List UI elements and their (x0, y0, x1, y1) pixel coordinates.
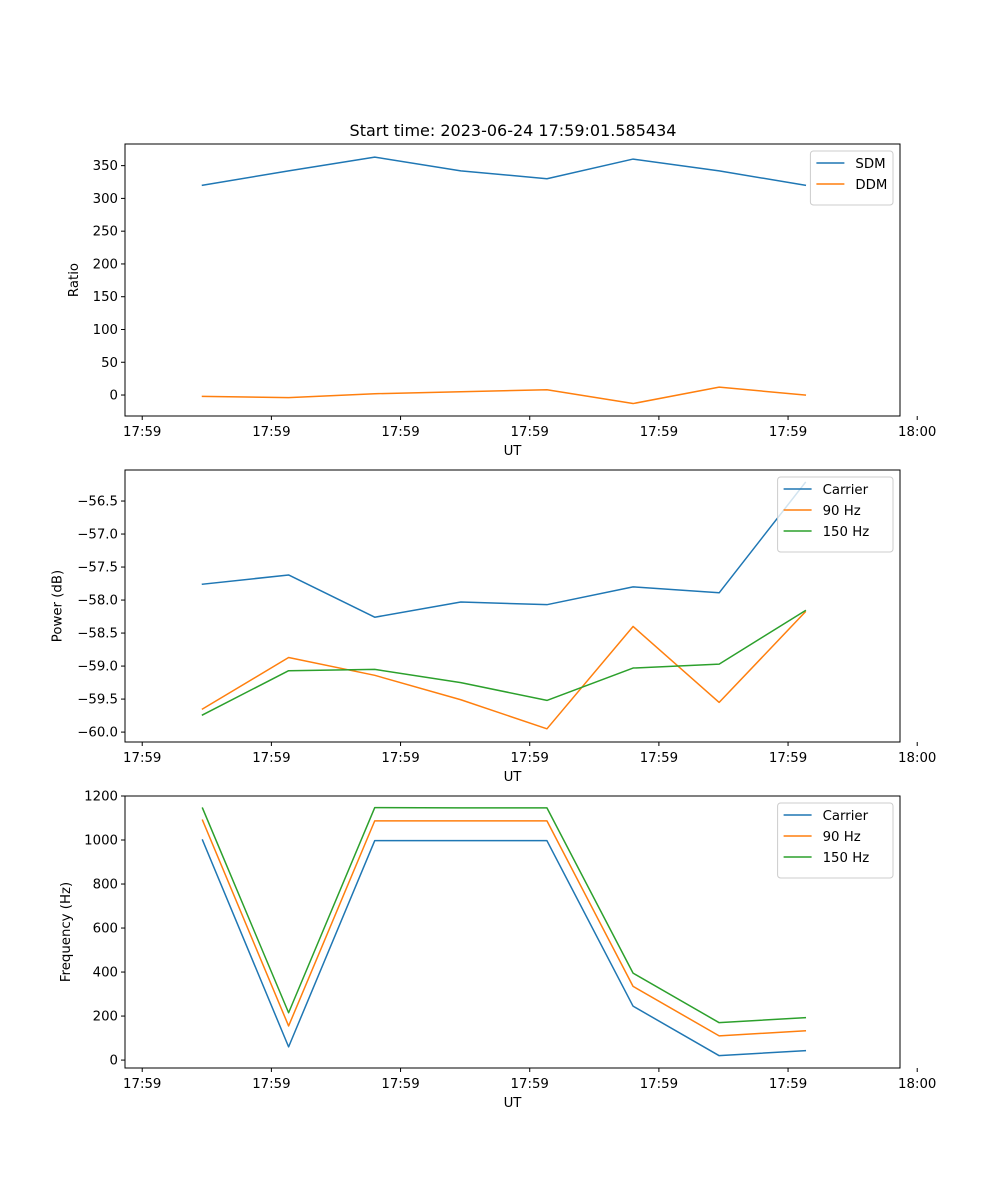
x-tick-label: 17:59 (123, 751, 161, 766)
legend-entry: 150 Hz (823, 851, 870, 866)
series-line-sdm (201, 156, 807, 187)
legend-entry: 150 Hz (823, 525, 870, 540)
y-tick-label: 200 (93, 257, 118, 272)
legend: SDM DDM (809, 150, 894, 206)
y-tick-label: 0 (110, 389, 118, 404)
x-tick-label: 17:59 (769, 425, 807, 440)
y-tick-label: −58.0 (77, 594, 118, 609)
y-tick-label: 0 (110, 1054, 118, 1069)
subplot-2: 17:59 17:59 17:59 17:59 17:59 17:59 18:00 −60.0… (51, 469, 936, 785)
series-line-carrier (201, 839, 807, 1057)
x-axis-label: UT (504, 1096, 523, 1111)
series-line-150-hz (201, 806, 807, 1024)
legend-entry: 90 Hz (823, 830, 861, 845)
series-line-90-hz (201, 819, 807, 1037)
y-tick-label: −56.5 (77, 495, 118, 510)
y-tick-label: −60.0 (77, 726, 118, 741)
x-axis-label: UT (504, 444, 523, 459)
subplots: 17:59 17:59 17:59 17:59 17:59 17:59 18:00 0 50 10… (51, 143, 937, 1112)
y-tick-label: −59.5 (77, 693, 118, 708)
y-tick-label: −59.0 (77, 660, 118, 675)
x-tick-label: 18:00 (898, 1077, 936, 1092)
subplot-1: 17:59 17:59 17:59 17:59 17:59 17:59 18:00 0 50 10… (67, 143, 936, 459)
y-tick-label: 350 (93, 159, 118, 174)
x-tick-label: 17:59 (123, 1077, 161, 1092)
y-axis-label: Ratio (67, 263, 82, 297)
chart-title: Start time: 2023-06-24 17:59:01.585434 (350, 121, 677, 140)
y-tick-label: −58.5 (77, 627, 118, 642)
legend-box (777, 802, 894, 879)
axes-frame (124, 795, 901, 1069)
x-tick-label: 17:59 (123, 425, 161, 440)
series-line-150-hz (201, 609, 807, 716)
series-line-ddm (201, 386, 807, 405)
series-lines (201, 806, 807, 1057)
x-axis-label: UT (504, 770, 523, 785)
x-tick-label: 18:00 (898, 425, 936, 440)
x-tick-label: 17:59 (640, 425, 678, 440)
legend-box (809, 150, 894, 206)
y-tick-label: 100 (93, 323, 118, 338)
y-tick-label: 400 (93, 966, 118, 981)
x-tick-label: 17:59 (511, 1077, 549, 1092)
legend: Carrier 90 Hz 150 Hz (777, 802, 894, 879)
x-tick-label: 17:59 (252, 1077, 290, 1092)
x-tick-label: 17:59 (769, 751, 807, 766)
x-tick-label: 17:59 (640, 1077, 678, 1092)
x-tick-label: 17:59 (381, 425, 419, 440)
x-tick-label: 17:59 (769, 1077, 807, 1092)
series-line-90-hz (201, 610, 807, 730)
y-tick-label: 600 (93, 922, 118, 937)
y-axis-label: Frequency (Hz) (59, 882, 74, 982)
series-lines (201, 156, 807, 405)
legend-entry: SDM (855, 157, 885, 172)
x-tick-label: 17:59 (511, 425, 549, 440)
legend-box (777, 476, 894, 553)
legend-entry: Carrier (823, 809, 869, 824)
y-tick-label: 200 (93, 1010, 118, 1025)
x-tick-label: 17:59 (252, 751, 290, 766)
y-tick-label: 1000 (84, 834, 118, 849)
x-tick-label: 17:59 (252, 425, 290, 440)
series-lines (201, 481, 807, 730)
legend-entry: Carrier (823, 483, 869, 498)
y-tick-label: 50 (101, 356, 118, 371)
legend-entry: DDM (855, 178, 887, 193)
y-tick-label: 800 (93, 878, 118, 893)
x-tick-label: 17:59 (511, 751, 549, 766)
y-tick-label: 250 (93, 225, 118, 240)
y-tick-label: −57.0 (77, 528, 118, 543)
y-axis-label: Power (dB) (51, 570, 66, 642)
axes-frame (124, 143, 901, 417)
axes-frame (124, 469, 901, 743)
x-tick-label: 17:59 (381, 751, 419, 766)
y-tick-label: 1200 (84, 790, 118, 805)
y-tick-label: 300 (93, 192, 118, 207)
x-tick-label: 18:00 (898, 751, 936, 766)
legend-entry: 90 Hz (823, 504, 861, 519)
legend: Carrier 90 Hz 150 Hz (777, 476, 894, 553)
x-tick-label: 17:59 (381, 1077, 419, 1092)
subplot-3: 17:59 17:59 17:59 17:59 17:59 17:59 18:00 0 200 4… (59, 790, 937, 1112)
x-tick-label: 17:59 (640, 751, 678, 766)
y-tick-label: 150 (93, 290, 118, 305)
series-line-carrier (201, 481, 807, 618)
y-tick-label: −57.5 (77, 561, 118, 576)
